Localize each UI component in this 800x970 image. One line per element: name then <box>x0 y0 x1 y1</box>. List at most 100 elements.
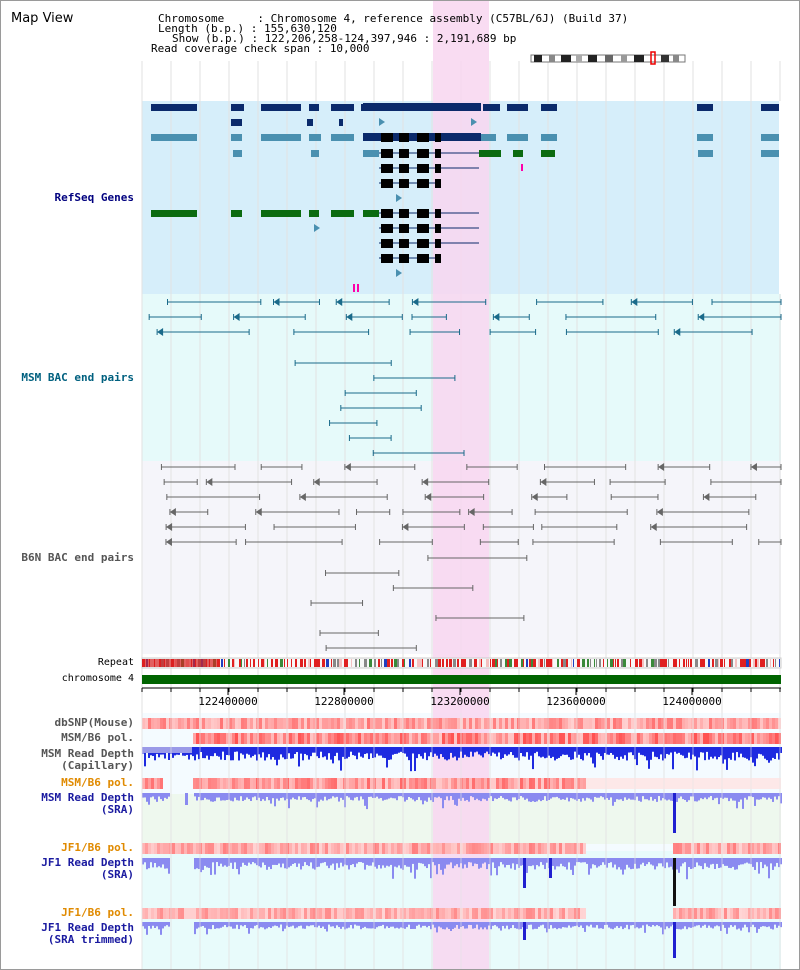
msm-capillary-depth-label[interactable]: MSM Read Depth (Capillary) <box>41 747 134 772</box>
depth-bar <box>476 747 478 752</box>
depth-bar <box>654 922 656 927</box>
depth-bar <box>516 793 518 801</box>
b6n-bac-pair <box>169 508 176 516</box>
depth-bar <box>742 793 744 809</box>
jf1-b6-pol-label[interactable]: JF1/B6 pol. <box>61 841 134 854</box>
depth-bar <box>652 793 654 801</box>
depth-bar <box>526 793 528 799</box>
depth-bar <box>338 858 340 868</box>
depth-bar <box>542 793 544 801</box>
refseq-genes-label[interactable]: RefSeq Genes <box>54 191 134 204</box>
heat-cell <box>310 908 313 919</box>
msm-b6-pol-label[interactable]: MSM/B6 pol. <box>61 731 134 744</box>
repeat-element <box>573 659 574 667</box>
heat-cell <box>451 733 454 744</box>
depth-bar <box>230 922 232 927</box>
msm-b6-pol-label-2[interactable]: MSM/B6 pol. <box>61 776 134 789</box>
depth-bar <box>348 858 350 870</box>
depth-bar <box>632 858 634 869</box>
heat-cell <box>526 778 529 789</box>
heat-cell <box>184 908 187 919</box>
depth-bar <box>214 747 216 754</box>
depth-bar <box>780 747 782 753</box>
heat-cell <box>346 908 349 919</box>
heat-cell <box>718 843 721 854</box>
heat-cell <box>418 843 421 854</box>
depth-bar <box>292 858 294 864</box>
depth-bar <box>374 858 376 867</box>
heat-cell <box>463 778 466 789</box>
depth-bar <box>352 747 354 756</box>
b6n-bac-end-pairs-label[interactable]: B6N BAC end pairs <box>21 551 134 564</box>
depth-bar <box>654 858 656 870</box>
heat-cell <box>475 908 478 919</box>
depth-bar <box>324 858 326 863</box>
heat-cell <box>574 733 577 744</box>
jf1-sra-trimmed-depth-label[interactable]: JF1 Read Depth (SRA trimmed) <box>41 921 134 946</box>
repeat-element <box>469 659 472 667</box>
depth-bar <box>158 793 160 797</box>
heat-cell <box>481 843 484 854</box>
depth-spike <box>673 858 676 906</box>
heat-cell <box>223 718 226 729</box>
depth-bar <box>154 922 156 929</box>
heat-cell <box>322 733 325 744</box>
heat-cell <box>253 733 256 744</box>
gene-feature <box>339 119 343 126</box>
heat-cell <box>280 843 283 854</box>
depth-bar <box>426 793 428 802</box>
depth-bar <box>700 858 702 867</box>
depth-bar <box>428 793 430 798</box>
heat-cell <box>181 843 184 854</box>
depth-bar <box>566 858 568 870</box>
depth-bar <box>712 858 714 864</box>
depth-bar <box>694 793 696 802</box>
heat-cell <box>205 778 208 789</box>
depth-bar <box>642 858 644 863</box>
depth-bar <box>730 747 732 760</box>
heat-cell <box>361 778 364 789</box>
heat-cell <box>250 908 253 919</box>
msm-sra-depth-label[interactable]: MSM Read Depth (SRA) <box>41 791 134 816</box>
jf1-b6-pol-label-2[interactable]: JF1/B6 pol. <box>61 906 134 919</box>
repeat-element <box>412 659 414 667</box>
repeat-element <box>538 659 541 667</box>
depth-bar <box>554 793 556 798</box>
heat-cell <box>538 908 541 919</box>
depth-bar <box>306 922 308 926</box>
depth-bar <box>754 793 756 806</box>
heat-cell <box>145 778 148 789</box>
depth-bar <box>718 858 720 869</box>
depth-bar <box>354 793 356 798</box>
heat-cell <box>196 908 199 919</box>
heat-cell <box>499 718 502 729</box>
depth-bar <box>420 858 422 864</box>
gene-feature <box>507 104 528 111</box>
heat-cell <box>361 733 364 744</box>
dbsnp-label[interactable]: dbSNP(Mouse) <box>54 716 134 729</box>
depth-bar <box>542 747 544 757</box>
depth-bar <box>242 747 244 755</box>
heat-cell <box>703 908 706 919</box>
heat-cell <box>496 718 499 729</box>
jf1-sra-depth-label[interactable]: JF1 Read Depth (SRA) <box>41 856 134 881</box>
depth-bar <box>216 922 218 929</box>
heat-cell <box>223 778 226 789</box>
depth-bar <box>462 793 464 798</box>
depth-bar <box>738 793 740 802</box>
heat-cell <box>295 778 298 789</box>
depth-bar <box>252 747 254 757</box>
heat-cell <box>505 733 508 744</box>
depth-bar <box>464 922 466 929</box>
msm-bac-end-pairs-label[interactable]: MSM BAC end pairs <box>21 371 134 384</box>
heat-cell <box>250 718 253 729</box>
heat-cell <box>580 908 583 919</box>
heat-cell <box>307 733 310 744</box>
depth-bar <box>238 793 240 801</box>
depth-bar <box>778 747 780 760</box>
depth-bar <box>336 747 338 753</box>
depth-bar <box>486 747 488 752</box>
depth-bar <box>440 858 442 870</box>
depth-bar <box>650 922 652 927</box>
